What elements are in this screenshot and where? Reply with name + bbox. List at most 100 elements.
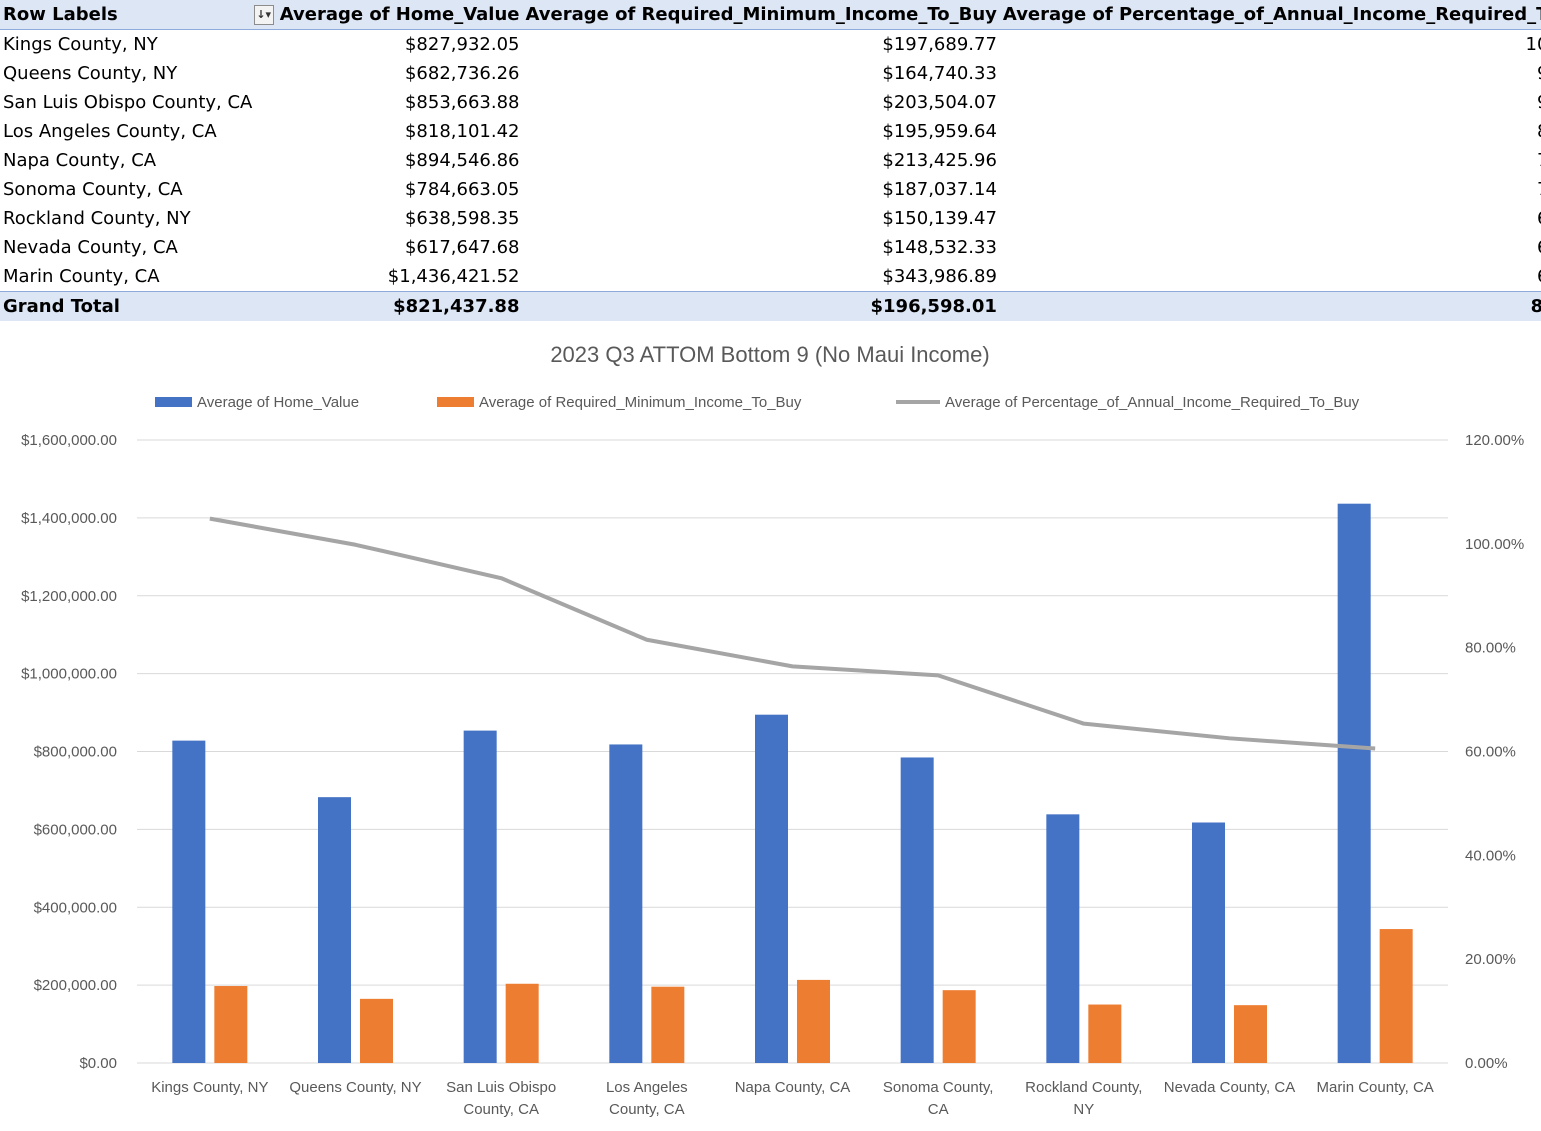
min-income-bar — [1379, 929, 1413, 1063]
pivot-row[interactable]: Rockland County, NY $638,598.35 $150,139.4… — [0, 204, 1541, 233]
y-tick-label: $200,000.00 — [34, 977, 117, 994]
home-value-cell: $784,663.05 — [404, 179, 520, 200]
sort-filter-icon[interactable]: ↓▾ — [253, 5, 274, 25]
min-income-bar — [651, 986, 685, 1063]
home-value-cell: $827,932.05 — [404, 34, 520, 55]
pct-cell: 81.52% — [1000, 117, 1541, 146]
min-income-bar — [942, 990, 976, 1063]
x-category-label: County, CA — [463, 1101, 539, 1118]
home-value-bar — [463, 730, 497, 1063]
y-tick-label: $1,000,000.00 — [21, 666, 117, 683]
legend-label-0: Average of Home_Value — [197, 394, 359, 411]
row-labels-header[interactable]: Row Labels ↓▾ — [0, 0, 277, 30]
x-category-label: County, CA — [609, 1101, 685, 1118]
y-tick-label: $600,000.00 — [34, 821, 117, 838]
home-value-bar — [1192, 822, 1225, 1063]
y2-tick-label: 0.00% — [1465, 1055, 1508, 1072]
row-label-cell: Sonoma County, CA — [3, 179, 183, 200]
home-value-cell: $821,437.88 — [276, 291, 523, 321]
x-category-label: Napa County, CA — [735, 1079, 851, 1096]
row-label-cell: Kings County, NY — [3, 34, 158, 55]
grand-total-row[interactable]: Grand Total$821,437.88$196,598.0183.31% — [0, 291, 1541, 321]
home-value-bar — [900, 757, 934, 1063]
x-category-label: San Luis Obispo — [446, 1079, 556, 1096]
x-category-label: Sonoma County, — [883, 1079, 994, 1096]
home-value-bar — [318, 797, 351, 1063]
min-income-bar — [360, 998, 393, 1063]
pct-cell: 62.54% — [1000, 233, 1541, 262]
chart-title: 2023 Q3 ATTOM Bottom 9 (No Maui Income) — [550, 342, 989, 367]
min-income-cell: $148,532.33 — [882, 237, 997, 258]
x-category-label: Kings County, NY — [151, 1079, 268, 1096]
pct-income-line — [209, 516, 1376, 751]
home-value-bar — [1046, 814, 1080, 1063]
home-value-cell: $853,663.88 — [404, 92, 520, 113]
pivot-row[interactable]: Nevada County, CA $617,647.68 $148,532.336… — [0, 233, 1541, 262]
row-label-cell: Marin County, CA — [3, 266, 160, 287]
x-category-label: NY — [1073, 1101, 1094, 1118]
pct-cell: 65.36% — [1000, 204, 1541, 233]
y-tick-label: $1,400,000.00 — [21, 510, 117, 527]
home-value-bar — [1337, 503, 1371, 1063]
y-tick-label: $0.00 — [79, 1055, 117, 1072]
min-income-cell: $187,037.14 — [882, 179, 997, 200]
home-value-cell: $1,436,421.52 — [387, 266, 520, 287]
pivot-row[interactable]: Marin County, CA $1,436,421.52 $343,986.89… — [0, 262, 1541, 292]
min-income-bar — [1088, 1004, 1122, 1063]
pct-income-header: Average of Percentage_of_Annual_Income_R… — [999, 0, 1541, 30]
legend-label-2: Average of Percentage_of_Annual_Income_R… — [945, 394, 1360, 411]
y2-tick-label: 80.00% — [1465, 640, 1516, 657]
pivot-row[interactable]: Kings County, NY $827,932.05 $197,689.77 10… — [0, 30, 1541, 60]
pct-cell: 60.58% — [1000, 262, 1541, 292]
pivot-row[interactable]: Sonoma County, CA $784,663.05 $187,037.147… — [0, 175, 1541, 204]
min-income-bar — [214, 986, 248, 1063]
home-value-cell: $682,736.26 — [404, 63, 520, 84]
x-category-label: Los Angeles — [606, 1079, 688, 1096]
row-label-cell: Nevada County, CA — [3, 237, 178, 258]
home-value-bar — [755, 714, 788, 1063]
min-income-cell: $164,740.33 — [882, 63, 997, 84]
min-income-cell: $213,425.96 — [882, 150, 997, 171]
legend-swatch-1 — [437, 397, 474, 407]
pct-cell: 99.82% — [1000, 59, 1541, 88]
x-category-label: CA — [928, 1101, 949, 1118]
pivot-row[interactable]: Napa County, CA $894,546.86 $213,425.9676.… — [0, 146, 1541, 175]
min-income-cell: $195,959.64 — [882, 121, 997, 142]
pivot-row[interactable]: Los Angeles County, CA $818,101.42 $195,95… — [0, 117, 1541, 146]
pivot-row[interactable]: San Luis Obispo County, CA $853,663.88 $20… — [0, 88, 1541, 117]
pct-cell: 74.66% — [1000, 175, 1541, 204]
row-label-cell: Napa County, CA — [3, 150, 157, 171]
pivot-row[interactable]: Queens County, NY $682,736.26 $164,740.339… — [0, 59, 1541, 88]
y-tick-label: $400,000.00 — [34, 899, 117, 916]
home-value-cell: $617,647.68 — [404, 237, 520, 258]
x-category-label: Queens County, NY — [289, 1079, 421, 1096]
combo-chart: 2023 Q3 ATTOM Bottom 9 (No Maui Income) A… — [21, 342, 1524, 1118]
y-tick-label: $1,600,000.00 — [21, 432, 117, 449]
pct-cell: 83.31% — [999, 291, 1541, 321]
pct-cell: 76.40% — [1000, 146, 1541, 175]
home-value-cell: $818,101.42 — [404, 121, 520, 142]
min-income-bar — [797, 979, 830, 1063]
y-tick-label: $1,200,000.00 — [21, 588, 117, 605]
home-value-header: Average of Home_Value — [276, 0, 523, 30]
min-income-cell: $203,504.07 — [882, 92, 997, 113]
pct-cell: 104.86% — [1525, 34, 1541, 55]
y2-tick-label: 100.00% — [1465, 536, 1524, 553]
y2-tick-label: 60.00% — [1465, 744, 1516, 761]
x-category-label: Nevada County, CA — [1164, 1079, 1295, 1096]
pivot-table: Row Labels ↓▾ Average of Home_Value Avera… — [0, 0, 1541, 321]
min-income-header: Average of Required_Minimum_Income_To_Bu… — [522, 0, 1000, 30]
y2-tick-label: 20.00% — [1465, 951, 1516, 968]
min-income-cell: $196,598.01 — [522, 291, 1000, 321]
pivot-header-row: Row Labels ↓▾ Average of Home_Value Avera… — [0, 0, 1541, 30]
x-category-label: Marin County, CA — [1317, 1079, 1434, 1096]
y2-tick-label: 120.00% — [1465, 432, 1524, 449]
home-value-cell: $638,598.35 — [404, 208, 520, 229]
legend-swatch-0 — [155, 397, 192, 407]
y2-tick-label: 40.00% — [1465, 847, 1516, 864]
home-value-bar — [609, 744, 643, 1063]
min-income-bar — [505, 983, 539, 1063]
y-tick-label: $800,000.00 — [34, 744, 117, 761]
min-income-bar — [1234, 1005, 1267, 1063]
min-income-cell: $150,139.47 — [882, 208, 997, 229]
